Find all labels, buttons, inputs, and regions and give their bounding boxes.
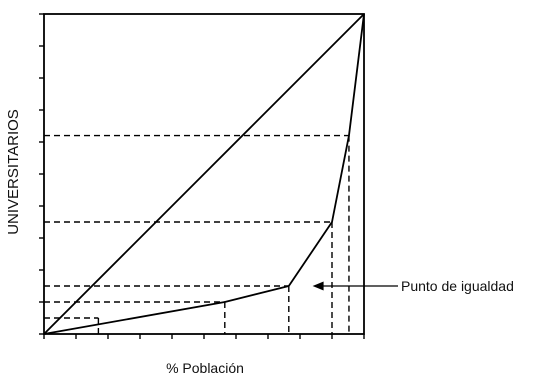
annotation-text: Punto de igualdad — [401, 278, 514, 294]
annotation-arrow-head-0 — [312, 281, 324, 291]
series-concentration-curve — [43, 13, 365, 335]
x-axis-ticks — [43, 334, 365, 339]
series-equality-diagonal — [43, 13, 365, 335]
y-axis-ticks — [39, 13, 44, 335]
y-axis-label: UNIVERSITARIOS — [5, 109, 22, 235]
reference-lines — [44, 134, 350, 334]
x-axis-label: % Población — [166, 360, 244, 374]
annotations: Punto de igualdad — [312, 278, 514, 294]
series-lines — [43, 13, 365, 335]
